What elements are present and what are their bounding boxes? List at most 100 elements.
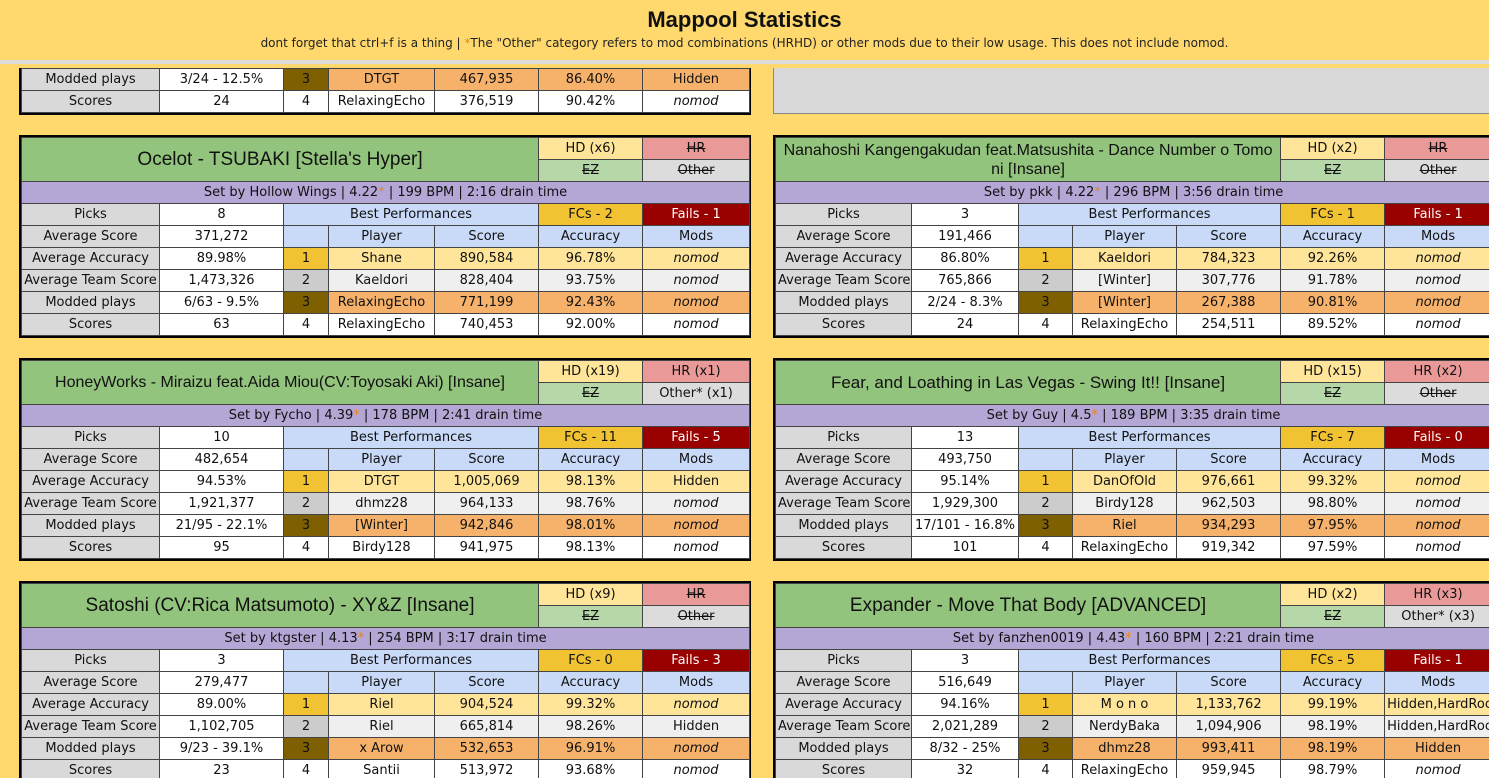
mods-cell: nomod <box>1384 313 1489 336</box>
hd-count: HD (x2) <box>1280 137 1386 160</box>
avg-score-label: Average Score <box>775 448 912 471</box>
avg-acc-value: 94.53% <box>159 470 284 493</box>
accuracy-cell: 98.19% <box>1280 737 1386 760</box>
avg-team-value: 765,866 <box>911 269 1019 292</box>
modded-plays-value: 17/101 - 16.8% <box>911 514 1019 537</box>
scores-label: Scores <box>775 536 912 559</box>
accuracy-cell: 92.43% <box>538 291 644 314</box>
player-cell: RelaxingEcho <box>1072 313 1177 336</box>
score-cell: 962,503 <box>1175 492 1282 515</box>
fcs-count: FCs - 2 <box>538 203 644 226</box>
accuracy-cell: 92.00% <box>538 313 644 336</box>
other-count: Other <box>642 159 751 182</box>
map-info: Set by Hollow Wings | 4.22* | 199 BPM | … <box>20 181 751 204</box>
best-performances-header: Best Performances <box>282 649 540 672</box>
hr-count: HR (x2) <box>1384 360 1489 383</box>
set-rest: | 296 BPM | 3:56 drain time <box>1100 184 1284 200</box>
accuracy-cell: 99.32% <box>1280 470 1386 493</box>
player-header: Player <box>328 671 435 694</box>
score-cell: 904,524 <box>433 693 540 716</box>
picks-value: 10 <box>159 426 284 449</box>
rank-header <box>1018 671 1073 694</box>
accuracy-cell: 98.01% <box>538 514 644 537</box>
table-row: Average Score 191,466 Player Score Accur… <box>775 225 1489 248</box>
scores-value: 95 <box>159 536 284 559</box>
best-performances-header: Best Performances <box>282 203 540 226</box>
avg-score-value: 191,466 <box>911 225 1019 248</box>
avg-score-value: 493,750 <box>911 448 1019 471</box>
fails-count: Fails - 1 <box>1384 203 1489 226</box>
player-cell: Santii <box>328 759 435 778</box>
player-cell: [Winter] <box>328 514 435 537</box>
table-row: Modded plays 9/23 - 39.1% 3 x Arow 532,6… <box>21 737 751 760</box>
map-card: Fear, and Loathing in Las Vegas - Swing … <box>773 358 1489 561</box>
player-cell: Riel <box>328 715 435 738</box>
player-cell: Birdy128 <box>1072 492 1177 515</box>
table-row: Modded plays 21/95 - 22.1% 3 [Winter] 94… <box>21 514 751 537</box>
score-cell: 376,519 <box>434 90 539 113</box>
rank-cell: 2 <box>283 269 329 292</box>
scores-label: Scores <box>21 759 160 778</box>
scores-value: 24 <box>911 313 1019 336</box>
table-row: Average Score 516,649 Player Score Accur… <box>775 671 1489 694</box>
player-cell: RelaxingEcho <box>1072 759 1177 778</box>
fcs-count: FCs - 11 <box>538 426 644 449</box>
fcs-count: FCs - 0 <box>538 649 644 672</box>
table-row: Modded plays 2/24 - 8.3% 3 [Winter] 267,… <box>775 291 1489 314</box>
score-cell: 976,661 <box>1175 470 1282 493</box>
scores-value: 32 <box>911 759 1019 778</box>
modded-plays-label: Modded plays <box>21 68 160 91</box>
best-performances-header: Best Performances <box>1017 203 1282 226</box>
player-header: Player <box>1072 671 1177 694</box>
rank-cell: 1 <box>283 470 329 493</box>
accuracy-cell: 93.68% <box>538 759 644 778</box>
map-card: Nanahoshi Kangengakudan feat.Matsushita … <box>773 135 1489 338</box>
rank-cell: 4 <box>283 90 329 113</box>
map-info: Set by Guy | 4.5* | 189 BPM | 3:35 drain… <box>774 404 1489 427</box>
fails-count: Fails - 1 <box>1384 649 1489 672</box>
hd-count: HD (x2) <box>1280 583 1386 606</box>
table-row: Picks 8 Best Performances FCs - 2 Fails … <box>21 203 751 226</box>
score-header: Score <box>433 671 540 694</box>
modded-plays-label: Modded plays <box>21 514 160 537</box>
avg-score-value: 371,272 <box>159 225 284 248</box>
picks-label: Picks <box>21 203 160 226</box>
map-info: Set by Fycho | 4.39* | 178 BPM | 2:41 dr… <box>20 404 751 427</box>
score-cell: 784,323 <box>1175 247 1282 270</box>
scores-value: 24 <box>159 90 284 113</box>
avg-team-value: 1,102,705 <box>159 715 284 738</box>
score-cell: 993,411 <box>1175 737 1282 760</box>
table-row: Average Accuracy 89.98% 1 Shane 890,584 … <box>21 247 751 270</box>
picks-label: Picks <box>775 426 912 449</box>
fails-count: Fails - 1 <box>642 203 751 226</box>
mods-cell: nomod <box>1384 291 1489 314</box>
picks-label: Picks <box>775 203 912 226</box>
mods-cell: nomod <box>642 514 751 537</box>
partial-map-card: Modded plays 3/24 - 12.5% 3 DTGT 467,935… <box>19 68 751 115</box>
score-cell: 964,133 <box>433 492 540 515</box>
mods-cell: nomod <box>1384 247 1489 270</box>
hr-count: HR (x3) <box>1384 583 1489 606</box>
set-rest: | 254 BPM | 3:17 drain time <box>364 630 547 646</box>
table-row: Scores 101 4 RelaxingEcho 919,342 97.59%… <box>775 536 1489 559</box>
picks-value: 8 <box>159 203 284 226</box>
fails-count: Fails - 0 <box>1384 426 1489 449</box>
avg-score-label: Average Score <box>21 671 160 694</box>
avg-acc-label: Average Accuracy <box>775 247 912 270</box>
set-rest: | 178 BPM | 2:41 drain time <box>359 407 543 423</box>
table-row: Scores 63 4 RelaxingEcho 740,453 92.00% … <box>21 313 751 336</box>
player-cell: DanOfOld <box>1072 470 1177 493</box>
avg-acc-label: Average Accuracy <box>21 470 160 493</box>
modded-plays-label: Modded plays <box>775 514 912 537</box>
player-cell: RelaxingEcho <box>1072 536 1177 559</box>
avg-score-label: Average Score <box>21 225 160 248</box>
table-row: Picks 13 Best Performances FCs - 7 Fails… <box>775 426 1489 449</box>
map-card: Expander - Move That Body [ADVANCED] HD … <box>773 581 1489 778</box>
avg-score-label: Average Score <box>775 225 912 248</box>
score-cell: 942,846 <box>433 514 540 537</box>
table-row: Picks 3 Best Performances FCs - 1 Fails … <box>775 203 1489 226</box>
rank-cell: 4 <box>283 536 329 559</box>
picks-value: 3 <box>911 649 1019 672</box>
map-info: Set by pkk | 4.22* | 296 BPM | 3:56 drai… <box>774 181 1489 204</box>
score-cell: 890,584 <box>433 247 540 270</box>
